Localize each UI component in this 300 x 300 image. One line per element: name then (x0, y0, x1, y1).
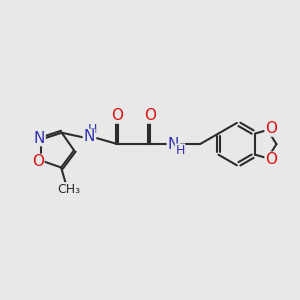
Text: N: N (167, 136, 179, 152)
Text: O: O (144, 108, 156, 123)
Text: O: O (32, 154, 44, 169)
Text: H: H (175, 144, 185, 157)
Text: N: N (83, 129, 95, 144)
Text: O: O (265, 152, 277, 167)
Text: O: O (265, 121, 277, 136)
Text: CH₃: CH₃ (58, 183, 81, 196)
Text: O: O (112, 108, 124, 123)
Text: N: N (34, 130, 45, 146)
Text: H: H (88, 123, 97, 136)
